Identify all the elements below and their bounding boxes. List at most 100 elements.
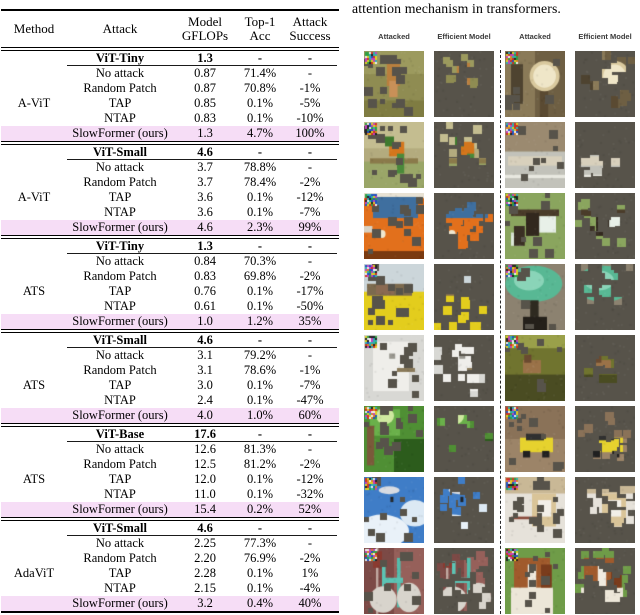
model-row: ViT-Small 4.6- - bbox=[1, 145, 339, 160]
acc-cell: 76.9% bbox=[243, 551, 277, 565]
model-success-cell: - bbox=[283, 239, 337, 254]
success-cell: -5% bbox=[299, 96, 321, 110]
sheep-road-efficient-image bbox=[575, 122, 635, 188]
method-label: A-ViT bbox=[17, 96, 51, 110]
attack-row: TAP 0.76 0.1% -17% bbox=[1, 284, 339, 299]
attack-row: Random Patch 2.20 76.9% -2% bbox=[1, 551, 339, 566]
tandem-bicycle-efficient-image bbox=[434, 548, 494, 614]
success-cell: -17% bbox=[296, 284, 324, 298]
success-cell: 52% bbox=[298, 502, 322, 516]
gflops-cell: 2.20 bbox=[194, 551, 216, 565]
success-cell: 40% bbox=[298, 596, 322, 610]
attack-row: NTAP 0.83 0.1% -10% bbox=[1, 111, 339, 126]
gflops-cell: 12.0 bbox=[194, 472, 216, 486]
husky-dog-efficient-image bbox=[575, 477, 635, 543]
model-acc-cell: - bbox=[237, 239, 283, 254]
acc-cell: 0.2% bbox=[246, 502, 274, 516]
yellow-field-attacked-image bbox=[364, 264, 424, 330]
model-success-cell: - bbox=[283, 145, 337, 160]
method-label: AdaViT bbox=[13, 566, 55, 580]
attack-name-cell: NTAP bbox=[104, 205, 136, 219]
attack-name-cell: TAP bbox=[108, 96, 132, 110]
sheep-road-attacked-image bbox=[505, 122, 565, 188]
model-name-cell: ViT-Small bbox=[67, 145, 173, 160]
bee-eater-bird-efficient-image bbox=[434, 122, 494, 188]
table-block: ViT-Small 4.6- - No attack 3.7 78.8% - Random P… bbox=[1, 145, 339, 235]
acc-cell: 78.6% bbox=[243, 363, 277, 377]
model-success-cell: - bbox=[283, 427, 337, 442]
attack-row: TAP 2.28 0.1% 1% bbox=[1, 566, 339, 581]
block-divider-rule bbox=[1, 141, 339, 145]
header-success: Attack Success bbox=[289, 14, 331, 43]
model-gflops-cell: 1.3 bbox=[173, 239, 237, 254]
acc-cell: 0.1% bbox=[246, 96, 274, 110]
method-cell-empty bbox=[1, 427, 67, 442]
acc-cell: 69.8% bbox=[243, 269, 277, 283]
rally-car-attacked-image bbox=[505, 406, 565, 472]
success-cell: -2% bbox=[299, 175, 321, 189]
model-name-cell: ViT-Tiny bbox=[67, 51, 173, 66]
attack-name-cell: No attack bbox=[95, 348, 145, 362]
header-gflops: Model GFLOPs bbox=[181, 14, 229, 43]
gflops-cell: 2.4 bbox=[197, 393, 213, 407]
success-cell: - bbox=[307, 442, 313, 456]
dipper-bird-efficient-image bbox=[575, 335, 635, 401]
attack-row: No attack 2.25 77.3% - bbox=[1, 536, 339, 551]
table-block: ViT-Small 4.6- - No attack 3.1 79.2% - Random P… bbox=[1, 333, 339, 423]
table-block: ViT-Base 17.6- - No attack 12.6 81.3% - Random … bbox=[1, 427, 339, 517]
success-cell: 60% bbox=[298, 408, 322, 422]
model-name-cell: ViT-Base bbox=[67, 427, 173, 442]
attack-name-cell: Random Patch bbox=[83, 551, 157, 565]
method-label: ATS bbox=[22, 378, 46, 392]
acc-cell: 1.0% bbox=[246, 408, 274, 422]
method-cell-empty bbox=[1, 145, 67, 160]
gflops-cell: 0.87 bbox=[194, 81, 216, 95]
attack-name-cell: Random Patch bbox=[83, 175, 157, 189]
model-acc-cell: - bbox=[237, 145, 283, 160]
success-cell: -47% bbox=[296, 393, 324, 407]
orange-van-efficient-image bbox=[434, 193, 494, 259]
table-bottom-rule bbox=[1, 611, 339, 615]
monkeys-tree-efficient-image bbox=[575, 193, 635, 259]
gflops-cell: 3.6 bbox=[197, 205, 213, 219]
attack-name-cell: No attack bbox=[95, 160, 145, 174]
attack-row: Random Patch 3.1 78.6% -1% bbox=[1, 363, 339, 378]
gflops-cell: 0.83 bbox=[194, 111, 216, 125]
gflops-cell: 3.2 bbox=[197, 596, 213, 610]
success-cell: -1% bbox=[299, 81, 321, 95]
success-cell: -32% bbox=[296, 487, 324, 501]
method-label: A-ViT bbox=[17, 190, 51, 204]
attack-row: No attack 3.1 79.2% - bbox=[1, 348, 339, 363]
header-top1: Top-1 Acc bbox=[244, 14, 276, 43]
gflops-cell: 3.6 bbox=[197, 190, 213, 204]
bee-eater-bird-attacked-image bbox=[364, 122, 424, 188]
attack-row: NTAP 0.61 0.1% -50% bbox=[1, 299, 339, 314]
table-block: ViT-Tiny 1.3- - No attack 0.87 71.4% - Random P… bbox=[1, 51, 339, 141]
attack-row: TAP 12.0 0.1% -12% bbox=[1, 472, 339, 487]
gflops-cell: 3.7 bbox=[197, 160, 213, 174]
attack-row: NTAP 2.15 0.1% -4% bbox=[1, 581, 339, 596]
method-cell-empty bbox=[1, 333, 67, 348]
attack-row: TAP 3.0 0.1% -7% bbox=[1, 378, 339, 393]
gflops-cell: 0.84 bbox=[194, 254, 216, 268]
results-table: Method Attack Model GFLOPs Top-1 Acc Attack … bbox=[1, 0, 339, 615]
block-divider-rule bbox=[1, 517, 339, 521]
model-gflops-cell: 4.6 bbox=[173, 333, 237, 348]
acc-cell: 0.1% bbox=[246, 566, 274, 580]
success-cell: -50% bbox=[296, 299, 324, 313]
green-foliage-attacked-image bbox=[364, 406, 424, 472]
model-success-cell: - bbox=[283, 51, 337, 66]
model-success-cell: - bbox=[283, 333, 337, 348]
success-cell: - bbox=[307, 254, 313, 268]
model-name-cell: ViT-Small bbox=[67, 333, 173, 348]
acc-cell: 70.8% bbox=[243, 81, 277, 95]
gflops-cell: 12.5 bbox=[194, 457, 216, 471]
yellow-field-efficient-image bbox=[434, 264, 494, 330]
success-cell: - bbox=[307, 536, 313, 550]
terrier-dog-attacked-image bbox=[364, 51, 424, 117]
success-cell: -7% bbox=[299, 378, 321, 392]
gflops-cell: 0.83 bbox=[194, 269, 216, 283]
method-label: ATS bbox=[22, 284, 46, 298]
acc-cell: 0.1% bbox=[246, 205, 274, 219]
